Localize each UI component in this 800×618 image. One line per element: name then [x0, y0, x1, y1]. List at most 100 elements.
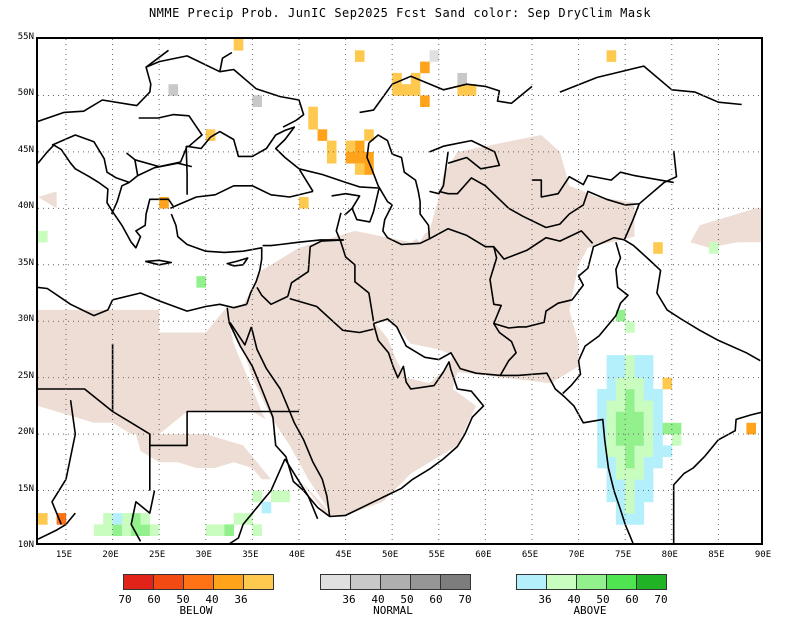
lat-tick-label: 30N — [17, 314, 34, 325]
coastline-segment — [438, 177, 640, 229]
coastline-segment — [226, 257, 249, 267]
above-normal-cell — [606, 422, 617, 435]
above-normal-cell — [634, 422, 645, 435]
below-normal-cell — [354, 151, 365, 164]
below-normal-cell — [159, 197, 169, 209]
above-normal-cell — [625, 321, 635, 333]
above-normal-cell — [634, 389, 645, 401]
legend-normal-swatch-40 — [351, 575, 381, 589]
lon-tick-label: 20E — [102, 550, 119, 560]
above-normal-cell — [615, 501, 626, 514]
above-normal-cell — [625, 513, 635, 525]
legend-below-value: 70 — [118, 593, 132, 606]
lon-tick-label: 80E — [661, 550, 678, 560]
legend-normal-value: 36 — [342, 593, 356, 606]
dry-mask-region — [135, 434, 271, 480]
above-normal-cell — [625, 389, 635, 401]
above-normal-cell — [653, 411, 663, 424]
above-normal-cell — [625, 400, 635, 412]
above-normal-cell — [615, 479, 626, 491]
above-normal-cell — [233, 513, 244, 525]
coastline-segment — [250, 323, 485, 518]
above-normal-cell — [671, 422, 682, 435]
above-normal-cell — [662, 445, 673, 457]
above-normal-cell — [606, 445, 617, 457]
above-normal-cell — [597, 434, 607, 446]
above-normal-cell — [634, 479, 645, 491]
above-normal-cell — [597, 445, 607, 457]
lon-tick-label: 30E — [195, 550, 212, 560]
coastline-segment — [289, 297, 374, 334]
legend-normal-swatch-70 — [441, 575, 470, 589]
lat-tick-label: 15N — [17, 483, 34, 494]
coastline-segment — [559, 65, 742, 106]
above-normal-cell — [215, 524, 225, 536]
above-normal-cell — [625, 355, 635, 367]
coastline-segment — [51, 134, 130, 184]
coastline-segment — [138, 113, 203, 147]
above-normal-cell — [662, 422, 673, 435]
above-normal-cell — [615, 411, 626, 424]
coastline-segment — [351, 187, 380, 223]
coastline-segment — [489, 236, 625, 329]
coastline-segment — [429, 227, 594, 260]
below-normal-cell — [392, 84, 402, 96]
coastline-segment — [51, 400, 77, 525]
below-normal-cell — [299, 197, 309, 209]
legend-normal-value: 70 — [458, 593, 472, 606]
lat-tick-label: 25N — [17, 370, 34, 381]
below-normal-cell — [354, 140, 365, 153]
below-normal-cell — [326, 140, 337, 153]
above-normal-cell — [653, 456, 663, 469]
dry-mask-region — [690, 208, 761, 248]
legend-normal-swatch-50 — [381, 575, 411, 589]
below-normal-cell — [401, 84, 412, 96]
lon-tick-label: 75E — [615, 550, 632, 560]
legend-above-swatch-50 — [577, 575, 607, 589]
coastline-segment — [359, 75, 533, 114]
above-normal-cell — [112, 524, 123, 536]
coastline-segment — [229, 321, 253, 346]
above-normal-cell — [615, 366, 626, 378]
near-normal-cell — [252, 95, 262, 107]
map-canvas — [38, 39, 761, 543]
above-normal-cell — [606, 434, 617, 446]
above-normal-cell — [643, 479, 654, 491]
above-normal-cell — [615, 490, 626, 503]
above-normal-cell — [634, 456, 645, 469]
lat-tick-label: 55N — [17, 32, 34, 42]
coastline-segment — [562, 241, 629, 395]
legend-normal-swatch-36 — [321, 575, 351, 589]
coastline-segment — [287, 239, 344, 297]
coastline-segment — [38, 286, 248, 317]
above-normal-cell — [606, 366, 617, 378]
above-normal-cell — [634, 434, 645, 446]
above-normal-cell — [643, 422, 654, 435]
below-normal-cell — [205, 129, 216, 141]
above-normal-cell — [606, 490, 617, 503]
lat-tick-label: 45N — [17, 144, 34, 155]
lon-tick-label: 70E — [568, 550, 585, 560]
above-normal-cell — [93, 524, 104, 536]
below-normal-cell — [420, 61, 430, 74]
near-normal-cell — [168, 84, 179, 96]
lon-tick-label: 90E — [754, 550, 772, 560]
above-normal-cell — [643, 355, 654, 367]
above-normal-cell — [643, 366, 654, 378]
below-normal-cell — [233, 39, 244, 51]
above-normal-cell — [252, 524, 262, 536]
below-normal-cell — [354, 50, 365, 62]
coastline-segment — [429, 139, 501, 170]
above-normal-cell — [280, 490, 290, 503]
lon-tick-label: 25E — [149, 550, 166, 560]
lon-tick-label: 65E — [521, 550, 539, 560]
above-normal-cell — [625, 468, 635, 480]
below-normal-cell — [364, 129, 374, 141]
above-normal-cell — [634, 445, 645, 457]
above-normal-cell — [615, 377, 626, 390]
above-normal-cell — [261, 501, 272, 514]
above-normal-cell — [653, 400, 663, 412]
dry-mask-region — [38, 191, 57, 209]
coastline-segment — [110, 152, 139, 215]
above-normal-cell — [634, 366, 645, 378]
